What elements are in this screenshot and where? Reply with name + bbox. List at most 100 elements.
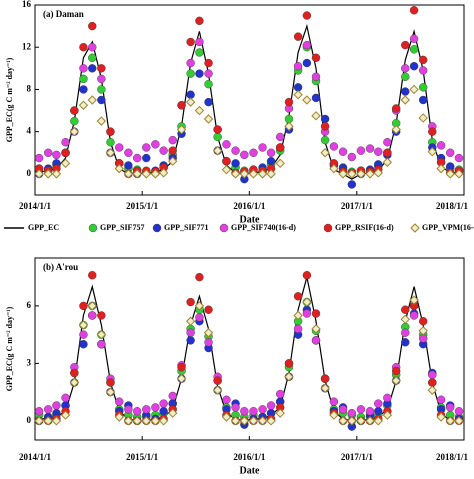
diamond-marker [176,373,187,384]
circle-marker [159,399,168,408]
circle-marker [311,53,321,62]
diamond-marker [60,410,71,420]
circle-marker [275,132,285,142]
circle-marker [186,336,195,345]
circle-marker [34,407,44,416]
circle-marker [142,143,151,152]
legend-circle [219,223,229,233]
diamond-marker [266,416,276,426]
circle-marker [383,138,392,147]
circle-marker [124,148,133,157]
y-tick-label: 6 [27,300,32,310]
y-tick-label: 3 [27,357,32,367]
circle-marker [79,340,88,349]
diamond-marker [248,416,259,426]
diamond-marker [114,163,124,174]
circle-marker [401,305,410,314]
diamond-marker [105,148,116,158]
circle-marker [302,40,312,50]
diamond-marker [347,416,357,426]
diamond-marker [329,410,339,420]
circle-marker [365,144,375,153]
diamond-marker [409,84,419,95]
circle-marker [168,135,177,145]
circle-marker [401,338,410,347]
ec-line [39,277,459,422]
circle-marker [222,140,231,149]
diamond-marker [230,169,241,179]
diamond-marker [158,416,169,426]
circle-marker [347,408,357,418]
circle-marker [44,405,53,414]
x-axis-label: Date [240,214,261,225]
x-tick-label: 2016/1/1 [233,201,266,211]
circle-marker [124,405,133,414]
circle-marker [79,85,88,94]
diamond-marker [239,169,250,179]
circle-marker [401,87,410,96]
diamond-marker [168,408,178,418]
diamond-marker [185,97,196,107]
circle-marker [365,407,375,416]
circle-marker [293,324,303,334]
circle-marker [177,363,186,372]
circle-marker [418,55,428,65]
circle-marker [186,328,195,337]
circle-marker [79,74,88,84]
circle-marker [151,403,160,412]
circle-marker [374,407,383,416]
circle-marker [240,150,249,160]
diamond-marker [293,90,303,100]
circle-marker [383,148,392,157]
diamond-marker [34,416,44,426]
diamond-marker [365,169,375,179]
circle-marker [391,104,401,113]
circle-marker [445,403,455,412]
circle-marker [88,43,97,52]
circle-marker [311,72,321,81]
diamond-marker [347,169,357,179]
legend-label: GPP_EC [28,223,59,232]
circle-marker [320,114,330,124]
circle-marker [409,34,419,43]
circle-marker [79,301,88,311]
circle-marker [401,64,410,73]
circle-marker [186,297,195,307]
circle-marker [79,330,88,339]
diamond-marker [203,114,214,124]
circle-marker [61,393,70,403]
circle-marker [284,97,294,107]
diamond-marker [194,301,205,311]
diamond-marker [176,124,187,135]
y-tick-label: 4 [27,126,32,136]
diamond-marker [123,169,134,179]
circle-marker [195,313,204,322]
circle-marker [445,148,455,157]
diamond-marker [43,169,53,179]
circle-marker [240,407,249,416]
circle-marker [159,407,168,416]
diamond-marker [409,295,419,305]
diamond-marker [60,158,71,169]
diamond-marker [454,416,464,426]
diamond-marker [194,105,205,116]
circle-marker [97,95,106,105]
circle-marker [347,152,357,162]
circle-marker [302,11,312,20]
circle-marker [204,69,213,78]
legend-circle [88,223,98,233]
circle-marker [311,93,321,103]
circle-marker [168,146,177,155]
circle-marker [320,122,330,131]
circle-marker [213,376,222,385]
diamond-marker [51,169,62,179]
circle-marker [383,393,392,403]
legend-label: GPP_VPM(16-d) [422,223,474,232]
circle-marker [428,378,437,387]
y-tick-label: 16 [22,0,32,9]
diamond-marker [365,416,375,426]
diamond-marker [69,377,80,388]
circle-marker [213,132,222,142]
diamond-marker [257,416,268,426]
